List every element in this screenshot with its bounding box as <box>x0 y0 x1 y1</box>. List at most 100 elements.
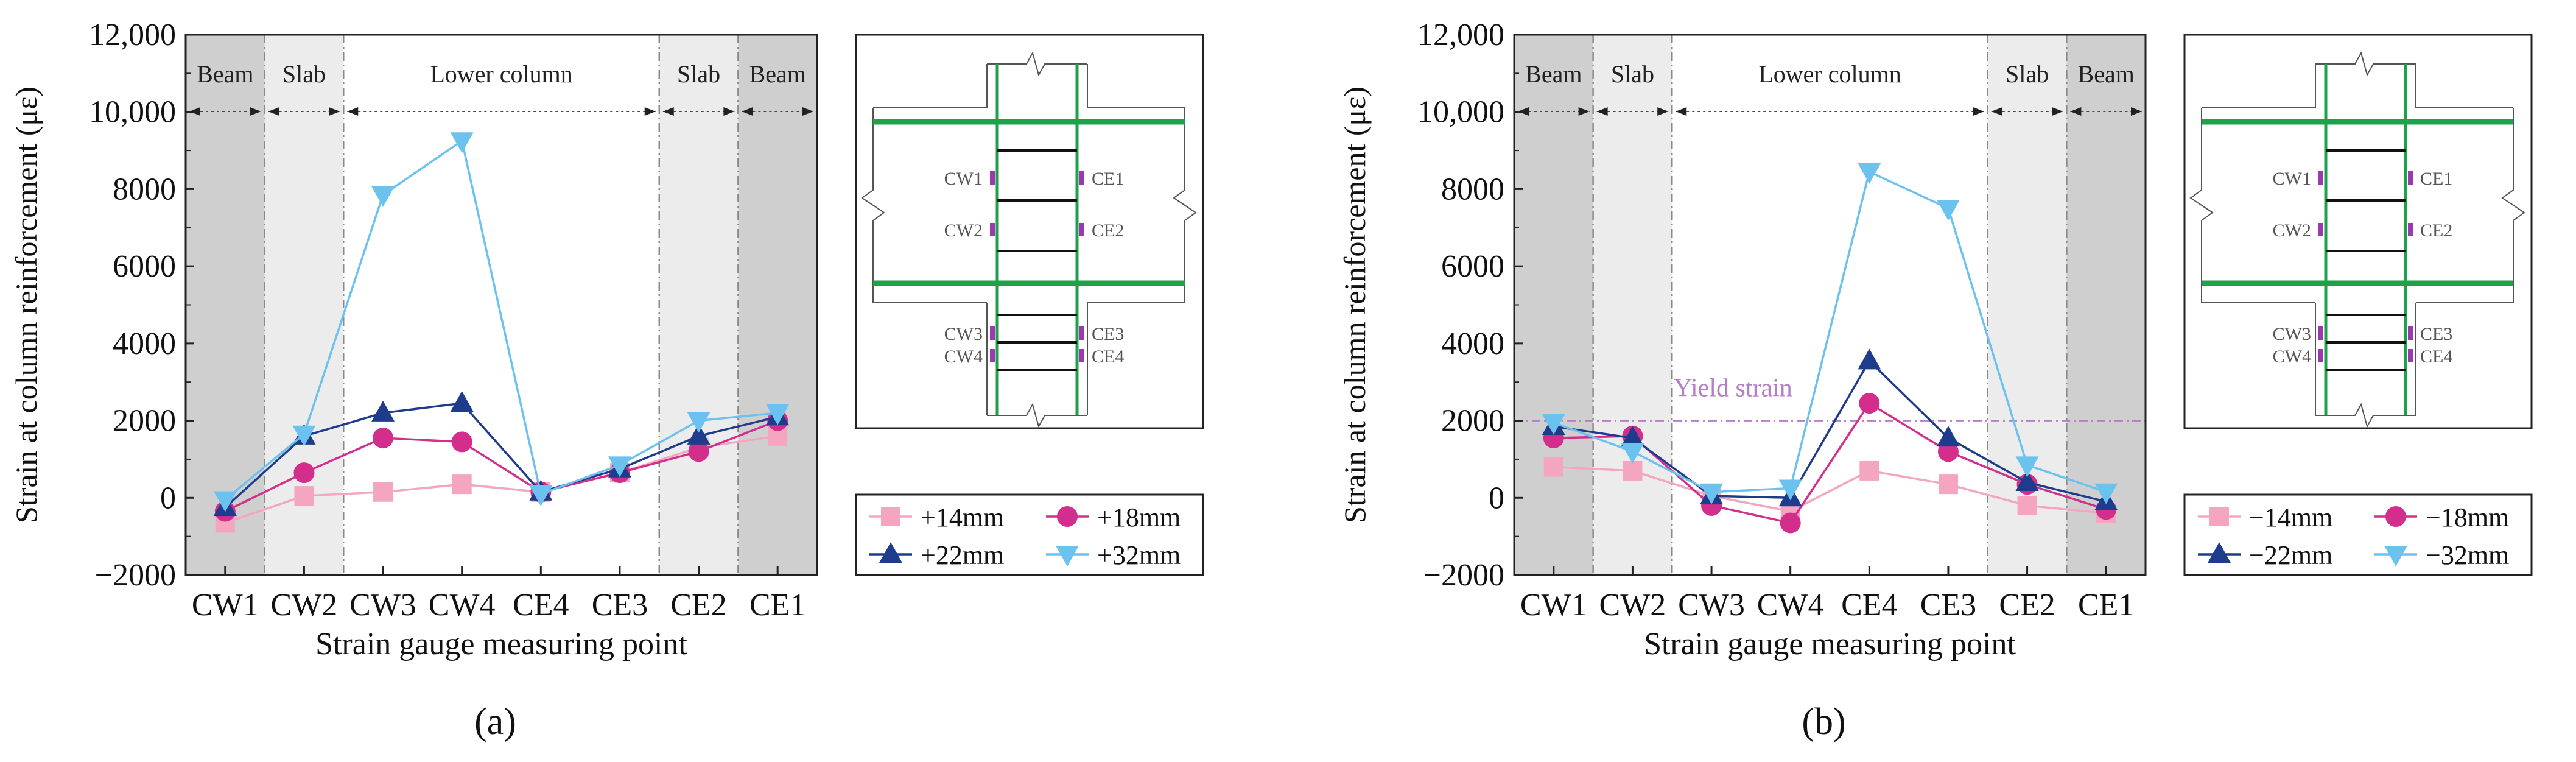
gauge-label: CW4 <box>944 347 983 367</box>
strain-gauge-marker <box>2318 223 2323 236</box>
y-tick-label: 8000 <box>1441 172 1504 206</box>
schematic-frame <box>855 34 1204 429</box>
region-label: Beam <box>749 60 806 88</box>
legend-entry: −14mm <box>2198 503 2332 532</box>
y-tick-label: 0 <box>1489 481 1504 515</box>
data-point <box>1778 479 1802 501</box>
x-tick-label: CE3 <box>1920 588 1976 623</box>
gauge-label: CW4 <box>2273 347 2311 367</box>
legend-marker <box>2384 546 2407 566</box>
legend-marker <box>881 507 900 526</box>
x-tick-label: CW1 <box>192 588 259 623</box>
data-point <box>1858 163 1881 184</box>
data-point <box>450 132 474 153</box>
arrow-head-icon <box>189 107 200 116</box>
gauge-label: CW1 <box>2273 169 2311 189</box>
arrow-head-icon <box>329 107 340 116</box>
arrow-head-icon <box>644 107 656 116</box>
legend-entry: +32mm <box>1046 540 1181 570</box>
legend-marker <box>879 542 902 563</box>
break-symbol-icon <box>1173 108 1197 303</box>
strain-gauge-marker <box>2318 326 2323 340</box>
legend-label: +14mm <box>921 503 1004 532</box>
x-tick-label: CE1 <box>749 588 805 623</box>
y-tick-label: 2000 <box>113 404 176 439</box>
region-label: Lower column <box>1758 60 1901 88</box>
legend-frame <box>2183 493 2533 576</box>
strain-gauge-marker <box>2408 223 2413 236</box>
legend-entry: +18mm <box>1046 503 1181 532</box>
region-label: Slab <box>677 60 720 88</box>
data-point <box>1543 457 1563 477</box>
strain-gauge-marker <box>1079 223 1084 236</box>
y-tick-label: 6000 <box>113 249 176 284</box>
arrow-head-icon <box>723 107 735 116</box>
gauge-label: CW3 <box>2273 324 2311 344</box>
x-tick-label: CW1 <box>1520 588 1587 623</box>
legend-marker <box>1056 546 1079 566</box>
data-point <box>1936 426 1960 447</box>
series-4 <box>1542 163 2118 504</box>
break-symbol-icon <box>861 108 885 303</box>
x-axis-title: Strain gauge measuring point <box>315 627 687 661</box>
data-point <box>1859 393 1880 414</box>
series-line <box>225 419 778 513</box>
y-tick-label: 10,000 <box>89 95 176 130</box>
arrow-head-icon <box>347 107 359 116</box>
legend-entry: +22mm <box>869 540 1004 570</box>
series-line <box>224 402 778 509</box>
data-point <box>608 456 631 478</box>
strain-gauge-marker <box>2318 171 2323 185</box>
arrow-head-icon <box>250 107 261 116</box>
break-symbol-icon <box>2189 108 2214 303</box>
data-point <box>373 482 393 502</box>
y-tick-label: 8000 <box>113 172 176 206</box>
data-point <box>213 491 237 512</box>
gauge-label: CE3 <box>2420 324 2452 344</box>
gauge-label: CE1 <box>1092 169 1124 189</box>
legend-label: −32mm <box>2426 540 2509 570</box>
data-point <box>1623 460 1643 481</box>
gauge-label: CE3 <box>1092 324 1124 344</box>
series-line <box>224 139 778 501</box>
region-label: Slab <box>2006 60 2049 88</box>
legend-frame <box>855 493 1204 576</box>
data-point <box>2015 456 2039 478</box>
yield-strain-label: Yield strain <box>1674 375 1792 403</box>
legend-label: −18mm <box>2426 503 2509 532</box>
legend: +14mm +18mm +22mm +32mm <box>855 493 1204 576</box>
region-label: Slab <box>283 60 326 88</box>
data-point <box>1700 483 1724 504</box>
y-tick-label: 6000 <box>1441 249 1504 284</box>
x-tick-label: CW4 <box>1757 588 1824 623</box>
break-symbol-icon <box>987 403 1087 428</box>
arrow-head-icon <box>742 107 753 116</box>
break-symbol-icon <box>2501 108 2525 303</box>
data-point <box>1936 200 1960 221</box>
panel-label: (b) <box>1802 701 1845 743</box>
arrow-head-icon <box>1657 107 1669 116</box>
arrow-head-icon <box>2070 107 2082 116</box>
data-point <box>371 400 395 422</box>
gauge-label: CW2 <box>2273 220 2311 241</box>
y-tick-label: 4000 <box>113 326 176 361</box>
legend-marker <box>2209 507 2229 526</box>
data-point <box>450 391 474 412</box>
arrow-head-icon <box>1578 107 1590 116</box>
x-tick-label: CW3 <box>1678 588 1745 623</box>
arrow-head-icon <box>802 107 813 116</box>
chart-panel-b: Beam Slab Lower column Slab Beam Yield strain… <box>1338 18 2533 743</box>
data-point <box>2015 470 2039 491</box>
x-tick-label: CE4 <box>513 588 569 623</box>
y-tick-label: 10,000 <box>1417 95 1504 130</box>
data-point <box>766 404 790 425</box>
data-point <box>452 474 472 495</box>
region-shade <box>659 35 739 575</box>
region-label: Beam <box>1525 60 1582 88</box>
y-tick-label: 12,000 <box>1417 18 1504 52</box>
data-point <box>293 462 315 484</box>
legend-label: +22mm <box>921 540 1004 570</box>
data-point <box>1859 460 1879 481</box>
schematic-frame <box>2183 34 2533 429</box>
